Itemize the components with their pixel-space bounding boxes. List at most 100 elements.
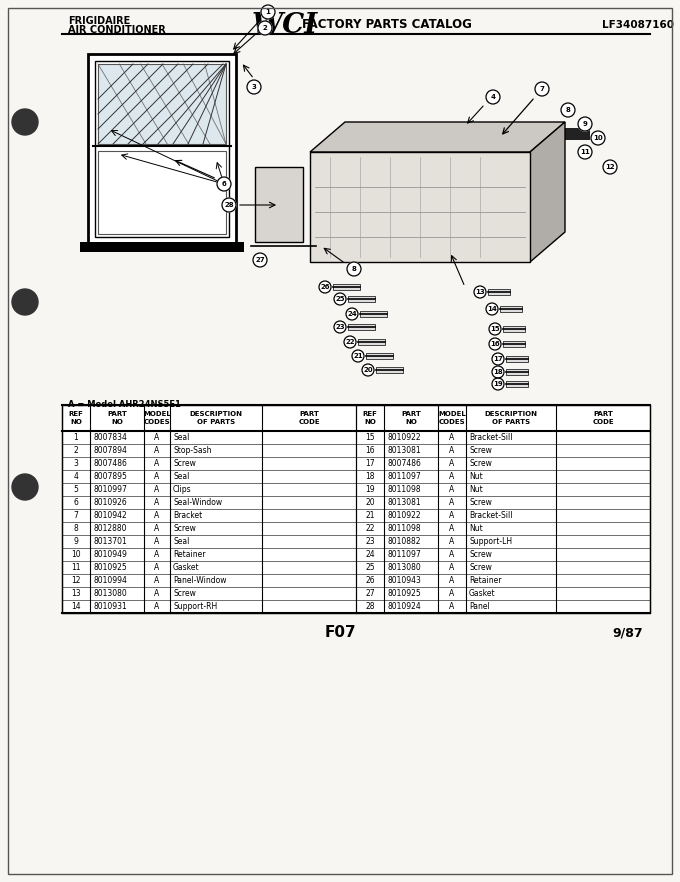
Text: PART
NO: PART NO bbox=[401, 412, 421, 424]
Text: A: A bbox=[449, 550, 455, 559]
Text: 8010943: 8010943 bbox=[387, 576, 421, 585]
Text: 4: 4 bbox=[490, 94, 496, 100]
Text: 9/87: 9/87 bbox=[613, 627, 643, 640]
Text: Retainer: Retainer bbox=[173, 550, 205, 559]
Text: F07: F07 bbox=[324, 625, 356, 640]
Bar bbox=[503, 326, 525, 332]
Text: 13: 13 bbox=[71, 589, 81, 598]
Text: 17: 17 bbox=[365, 459, 375, 468]
Text: 12: 12 bbox=[605, 164, 615, 170]
Circle shape bbox=[334, 321, 346, 333]
Text: 2: 2 bbox=[262, 25, 267, 31]
Bar bbox=[506, 369, 528, 375]
Text: Panel: Panel bbox=[469, 602, 490, 611]
Text: 20: 20 bbox=[363, 367, 373, 373]
Text: 6: 6 bbox=[222, 181, 226, 187]
Text: MODEL
CODES: MODEL CODES bbox=[438, 412, 466, 424]
Circle shape bbox=[253, 253, 267, 267]
Text: 8010922: 8010922 bbox=[387, 511, 421, 520]
Text: REF
NO: REF NO bbox=[362, 412, 377, 424]
Text: 22: 22 bbox=[365, 524, 375, 533]
Text: Stop-Sash: Stop-Sash bbox=[173, 446, 211, 455]
Text: Bracket-Sill: Bracket-Sill bbox=[469, 511, 513, 520]
Circle shape bbox=[561, 103, 575, 117]
Text: 24: 24 bbox=[365, 550, 375, 559]
Text: 10: 10 bbox=[71, 550, 81, 559]
Bar bbox=[88, 54, 236, 244]
Text: 10: 10 bbox=[593, 135, 603, 141]
Text: 14: 14 bbox=[71, 602, 81, 611]
Text: Nut: Nut bbox=[469, 472, 483, 481]
Text: 11: 11 bbox=[71, 563, 81, 572]
Text: 28: 28 bbox=[224, 202, 234, 208]
Circle shape bbox=[12, 109, 38, 135]
Text: Seal: Seal bbox=[173, 537, 189, 546]
Text: 19: 19 bbox=[493, 381, 503, 387]
Text: Gasket: Gasket bbox=[469, 589, 496, 598]
Text: 8010931: 8010931 bbox=[93, 602, 126, 611]
Circle shape bbox=[352, 350, 364, 362]
Text: 25: 25 bbox=[365, 563, 375, 572]
Text: 8: 8 bbox=[352, 266, 356, 272]
Text: 12: 12 bbox=[71, 576, 81, 585]
Text: Screw: Screw bbox=[469, 550, 492, 559]
Text: 8: 8 bbox=[566, 107, 571, 113]
Text: 25: 25 bbox=[335, 296, 345, 302]
Circle shape bbox=[222, 198, 236, 212]
Text: Seal: Seal bbox=[173, 472, 189, 481]
Text: 8013080: 8013080 bbox=[387, 563, 421, 572]
Text: 7: 7 bbox=[539, 86, 545, 92]
Text: 28: 28 bbox=[365, 602, 375, 611]
Text: REF
NO: REF NO bbox=[69, 412, 84, 424]
Text: Support-RH: Support-RH bbox=[173, 602, 217, 611]
Text: A: A bbox=[154, 563, 160, 572]
Text: 8007894: 8007894 bbox=[93, 446, 127, 455]
Text: 14: 14 bbox=[487, 306, 497, 312]
Text: PART
NO: PART NO bbox=[107, 412, 127, 424]
Text: 1: 1 bbox=[266, 9, 271, 15]
Text: 5: 5 bbox=[73, 485, 78, 494]
Text: A: A bbox=[154, 576, 160, 585]
Text: FACTORY PARTS CATALOG: FACTORY PARTS CATALOG bbox=[302, 18, 472, 31]
Text: A: A bbox=[154, 446, 160, 455]
Bar bbox=[255, 167, 303, 242]
Text: 6: 6 bbox=[73, 498, 78, 507]
Text: 11: 11 bbox=[580, 149, 590, 155]
Circle shape bbox=[12, 474, 38, 500]
Circle shape bbox=[474, 286, 486, 298]
Text: A: A bbox=[449, 576, 455, 585]
Text: 21: 21 bbox=[353, 353, 363, 359]
Text: 26: 26 bbox=[365, 576, 375, 585]
Text: Bracket: Bracket bbox=[173, 511, 202, 520]
Circle shape bbox=[591, 131, 605, 145]
Text: A: A bbox=[449, 498, 455, 507]
Text: 27: 27 bbox=[255, 257, 265, 263]
Bar bbox=[340, 128, 590, 140]
Text: AIR CONDITIONER: AIR CONDITIONER bbox=[68, 25, 166, 35]
Text: Screw: Screw bbox=[173, 589, 196, 598]
Text: Screw: Screw bbox=[173, 524, 196, 533]
Text: 8007486: 8007486 bbox=[387, 459, 421, 468]
Text: FRIGIDAIRE: FRIGIDAIRE bbox=[68, 16, 131, 26]
Circle shape bbox=[12, 289, 38, 315]
Text: 8007486: 8007486 bbox=[93, 459, 127, 468]
Text: 8010922: 8010922 bbox=[387, 433, 421, 442]
Text: 8011098: 8011098 bbox=[387, 524, 421, 533]
Text: Seal-Window: Seal-Window bbox=[173, 498, 222, 507]
Polygon shape bbox=[530, 122, 565, 262]
Text: A: A bbox=[449, 524, 455, 533]
Text: 8010925: 8010925 bbox=[93, 563, 126, 572]
Text: 9: 9 bbox=[73, 537, 78, 546]
Text: 16: 16 bbox=[490, 341, 500, 347]
Text: Gasket: Gasket bbox=[173, 563, 200, 572]
Text: 8010942: 8010942 bbox=[93, 511, 126, 520]
Circle shape bbox=[217, 177, 231, 191]
Text: 7: 7 bbox=[73, 511, 78, 520]
Circle shape bbox=[258, 21, 272, 35]
Bar bbox=[98, 64, 226, 144]
Text: A: A bbox=[154, 550, 160, 559]
Bar bbox=[62, 405, 650, 613]
Circle shape bbox=[603, 160, 617, 174]
Text: A: A bbox=[449, 485, 455, 494]
Text: 19: 19 bbox=[365, 485, 375, 494]
